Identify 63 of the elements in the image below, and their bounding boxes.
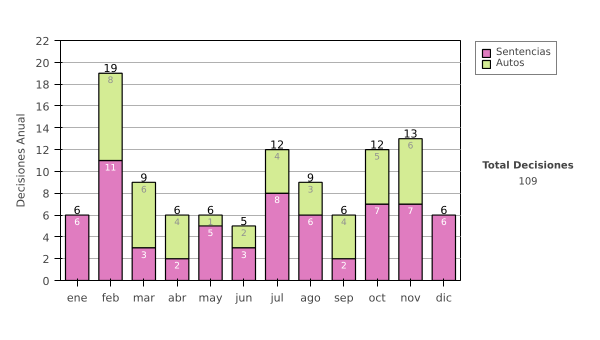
y-tick-label: 22 <box>36 35 50 48</box>
data-label: 6 <box>140 185 147 196</box>
data-label: 4 <box>340 218 347 228</box>
data-label: 6 <box>408 142 414 152</box>
data-label: 5 <box>208 228 214 239</box>
total-label: 6 <box>440 204 448 218</box>
y-tick-label: 12 <box>36 144 50 158</box>
y-tick-label: 6 <box>42 210 50 223</box>
y-tick-label: 16 <box>36 100 50 114</box>
total-label: 12 <box>370 138 384 152</box>
data-label: 7 <box>374 207 380 218</box>
text: 109 <box>518 176 538 188</box>
y-axis-title: Decisiones Anual <box>14 113 28 208</box>
y-tick-label: 2 <box>42 253 50 266</box>
total-label: 6 <box>340 204 348 218</box>
data-label: 3 <box>308 185 314 196</box>
data-label: 4 <box>274 152 280 163</box>
data-label: 5 <box>374 152 380 163</box>
x-tick-label: sep <box>334 292 354 304</box>
total-label: 6 <box>74 204 81 218</box>
x-tick-label: abr <box>168 292 187 304</box>
total-label: 9 <box>140 171 148 184</box>
x-tick-label: mar <box>132 292 156 304</box>
x-tick-label: nov <box>400 292 422 304</box>
x-tick-label: feb <box>102 292 120 304</box>
y-tick-label: 18 <box>36 78 50 92</box>
x-tick-label: may <box>198 292 223 304</box>
total-label: 6 <box>174 204 181 218</box>
total-label: 6 <box>207 204 214 218</box>
x-tick-label: ene <box>66 292 88 304</box>
legend-label: Sentencias <box>496 47 551 58</box>
y-tick-label: 20 <box>36 56 50 70</box>
x-tick-label: jul <box>270 292 284 304</box>
data-label: 2 <box>174 262 180 272</box>
total-label: 12 <box>270 138 284 152</box>
data-label: 4 <box>174 218 180 228</box>
legend-label: Autos <box>496 58 524 69</box>
total-label: 5 <box>240 214 248 228</box>
data-label: 6 <box>74 218 80 228</box>
data-label: 3 <box>140 250 147 261</box>
y-tick-label: 4 <box>42 231 50 244</box>
x-tick-label: ago <box>300 292 321 304</box>
total-label: 9 <box>307 171 314 184</box>
data-label: 3 <box>240 250 247 261</box>
total-label: 13 <box>404 128 418 141</box>
data-label: 7 <box>408 207 414 218</box>
data-label: 8 <box>108 76 114 86</box>
y-tick-label: 8 <box>42 188 50 201</box>
data-label: 6 <box>308 218 314 228</box>
data-label: 2 <box>340 262 347 272</box>
data-label: 8 <box>274 196 280 206</box>
data-label: 2 <box>240 228 247 239</box>
x-tick-label: oct <box>368 292 386 304</box>
y-tick-label: 10 <box>36 166 50 179</box>
y-tick-label: 0 <box>42 275 50 288</box>
data-label: 11 <box>104 164 116 174</box>
total-label: 19 <box>104 62 118 76</box>
data-label: 1 <box>208 218 214 228</box>
text: Total Decisiones <box>482 160 574 172</box>
x-tick-label: dic <box>436 292 452 304</box>
x-tick-label: jun <box>234 292 252 304</box>
data-label: 6 <box>440 218 447 228</box>
y-tick-label: 14 <box>36 122 50 136</box>
